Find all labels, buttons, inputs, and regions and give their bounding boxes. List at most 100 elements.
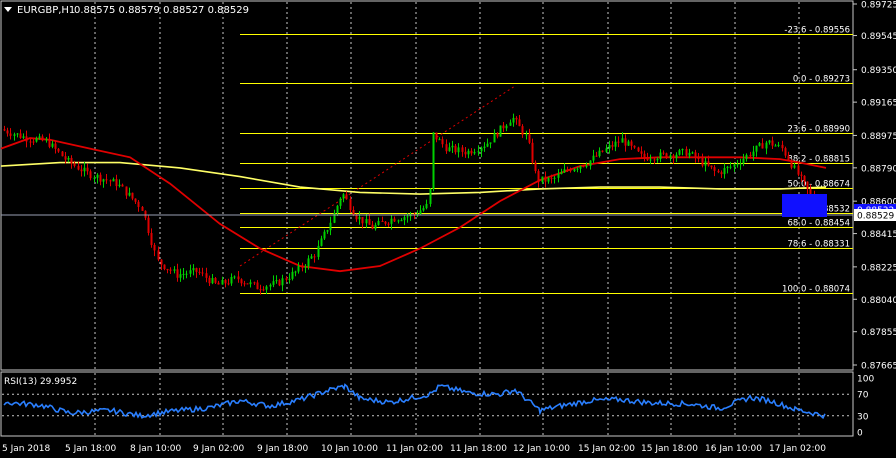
candle-body (185, 273, 188, 275)
ohlc-values: 0.88575 0.88579 0.88527 0.88529 (74, 5, 249, 16)
candle-body (496, 133, 499, 137)
price-axis[interactable]: 0.89725 0.89545 0.89350 0.89165 0.88975 0.887… (853, 1, 896, 372)
candle-body (429, 188, 432, 204)
candle-body (553, 177, 556, 179)
candle-body (201, 272, 204, 274)
candle-body (637, 147, 640, 152)
candle-body (48, 139, 51, 147)
candle-body (54, 143, 57, 149)
fib-level-label: -23.6 - 0.89556 (784, 26, 850, 36)
fib-level-label: 78.6 - 0.88331 (787, 240, 850, 250)
candle-body (701, 158, 704, 166)
candle-body (96, 174, 99, 178)
time-tick-label: 11 Jan 02:00 (386, 444, 443, 454)
candle-body (480, 147, 483, 152)
candle-body (422, 208, 425, 211)
candle-body (419, 210, 422, 215)
candle-body (288, 278, 291, 280)
candle-body (9, 133, 12, 136)
candle-body (579, 166, 582, 169)
candle-body (339, 198, 342, 206)
candle-body (793, 165, 796, 168)
candle-body (502, 125, 505, 129)
candle-body (739, 163, 742, 165)
candle-body (765, 142, 768, 149)
candle-body (329, 222, 332, 231)
candle-body (627, 141, 630, 146)
candle-body (659, 152, 662, 160)
candle-body (630, 141, 633, 146)
candle-body (605, 148, 608, 152)
rsi-indicator: RSI(13) 29.9952 (2, 377, 852, 420)
candle-body (669, 155, 672, 158)
candle-body (550, 178, 553, 180)
candle-body (781, 144, 784, 149)
candle-body (505, 125, 508, 129)
candlesticks (3, 113, 825, 295)
current-price-tag (854, 209, 896, 221)
candle-body (464, 151, 467, 155)
candle-body (445, 144, 448, 152)
candle-body (377, 221, 380, 225)
candle-body (672, 155, 675, 158)
candle-body (275, 280, 278, 282)
candle-body (86, 167, 89, 172)
candle-body (144, 210, 147, 218)
candle-body (617, 141, 620, 143)
candle-body (141, 206, 144, 211)
candle-body (521, 126, 524, 135)
candle-body (665, 153, 668, 158)
candle-body (163, 264, 166, 270)
candle-body (768, 140, 771, 143)
candle-body (489, 142, 492, 144)
candle-body (601, 150, 604, 152)
main-plot-frame (0, 0, 854, 371)
candle-body (633, 145, 636, 148)
candle-body (585, 165, 588, 167)
candle-body (509, 122, 512, 126)
candle-body (320, 238, 323, 246)
candle-body (73, 163, 76, 166)
triangle-down-icon[interactable] (4, 7, 12, 12)
candle-body (461, 147, 464, 152)
candle-body (157, 250, 160, 260)
candle-body (173, 269, 176, 271)
candle-body (457, 147, 460, 153)
symbol-label: EURGBP,H1 (17, 5, 75, 16)
candle-body (512, 117, 515, 123)
time-tick-label: 16 Jan 10:00 (705, 444, 762, 454)
candle-body (547, 178, 550, 182)
candle-body (595, 155, 598, 157)
candle-body (582, 166, 585, 168)
candle-body (121, 184, 124, 187)
blue-price-highlight (782, 194, 827, 217)
rsi-plot-frame (0, 371, 854, 437)
candle-body (723, 168, 726, 175)
candle-body (726, 166, 729, 169)
candle-body (3, 129, 6, 131)
candle-body (432, 132, 435, 189)
candle-body (381, 221, 384, 223)
candle-body (249, 282, 252, 285)
candle-body (307, 258, 310, 267)
candle-body (454, 145, 457, 153)
candle-body (611, 145, 614, 147)
candle-body (336, 205, 339, 214)
candle-body (649, 159, 652, 161)
candle-body (345, 194, 348, 200)
candle-body (371, 224, 374, 229)
candle-body (6, 130, 9, 134)
candle-body (51, 143, 54, 147)
candle-body (281, 278, 284, 286)
candle-body (784, 148, 787, 156)
candle-body (688, 152, 691, 156)
candle-body (646, 157, 649, 161)
rsi-level-label: 70 (857, 391, 869, 401)
candle-body (118, 184, 121, 187)
time-axis[interactable]: 5 Jan 2018 5 Jan 18:00 8 Jan 10:00 9 Jan 02… (2, 444, 826, 454)
candle-body (125, 186, 128, 196)
candle-body (67, 157, 70, 160)
candle-body (525, 134, 528, 136)
rsi-axis: 100 70 30 0 (857, 375, 874, 439)
